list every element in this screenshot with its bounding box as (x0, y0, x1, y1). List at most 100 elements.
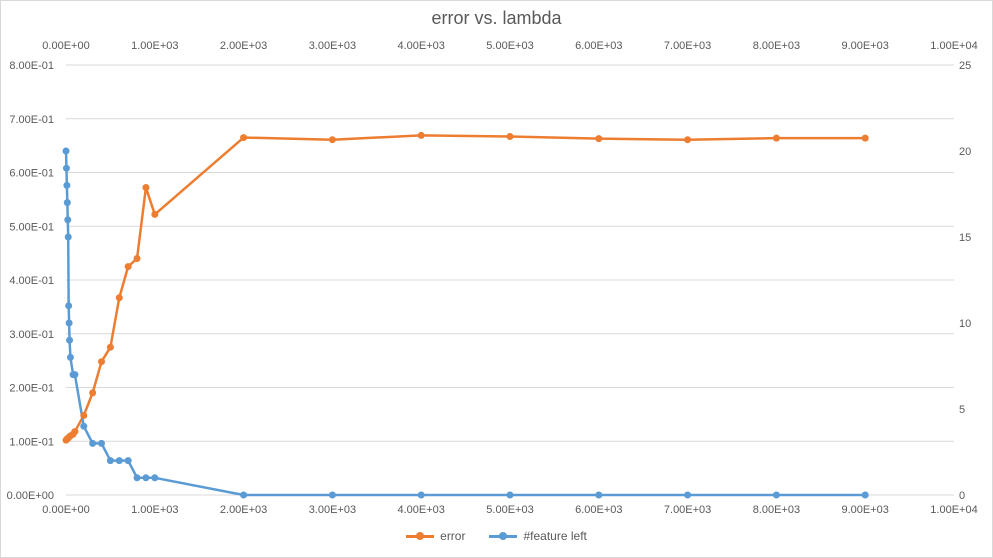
right-tick-label: 15 (959, 232, 971, 244)
top-tick-label: 6.00E+03 (575, 40, 622, 52)
legend-swatch-feature-left (489, 531, 518, 541)
data-point-error (240, 134, 248, 142)
legend: error #feature left (0, 529, 993, 543)
left-tick-label: 4.00E-01 (9, 275, 54, 287)
data-point-feature-left (151, 474, 159, 482)
data-point-feature-left (595, 491, 603, 499)
data-point-feature-left (142, 474, 150, 482)
data-point-feature-left (64, 216, 72, 224)
data-point-error (772, 134, 780, 142)
data-point-feature-left (63, 199, 71, 207)
top-tick-label: 3.00E+03 (309, 40, 356, 52)
bottom-tick-label: 1.00E+03 (131, 504, 178, 516)
data-point-feature-left (124, 457, 132, 465)
data-point-error (89, 389, 97, 397)
left-tick-label: 7.00E-01 (9, 114, 54, 126)
bottom-tick-label: 2.00E+03 (220, 504, 267, 516)
data-point-feature-left (89, 439, 97, 447)
data-point-feature-left (65, 302, 73, 310)
data-point-feature-left (115, 457, 123, 465)
series-line-feature-left (64, 150, 866, 497)
data-point-error (595, 135, 603, 143)
data-point-feature-left (65, 319, 73, 327)
data-point-error (506, 132, 514, 140)
data-point-feature-left (66, 353, 74, 361)
bottom-tick-label: 4.00E+03 (397, 504, 444, 516)
data-point-feature-left (328, 491, 336, 499)
data-point-feature-left (63, 181, 71, 189)
data-point-feature-left (71, 371, 79, 379)
top-tick-label: 9.00E+03 (841, 40, 888, 52)
top-tick-label: 1.00E+03 (131, 40, 178, 52)
top-tick-label: 2.00E+03 (220, 40, 267, 52)
legend-entry-error: error (406, 529, 465, 543)
data-point-feature-left (240, 491, 248, 499)
data-point-error (71, 428, 79, 436)
legend-entry-feature-left: #feature left (489, 529, 587, 543)
series-line-error (65, 134, 866, 441)
top-tick-label: 8.00E+03 (753, 40, 800, 52)
right-tick-label: 25 (959, 60, 971, 72)
data-point-feature-left (80, 422, 88, 430)
right-tick-label: 10 (959, 318, 971, 330)
bottom-axis-tick-labels: 0.00E+00 1.00E+03 2.00E+03 3.00E+03 4.00E+03… (42, 504, 977, 516)
legend-label-error: error (440, 529, 466, 543)
data-point-error (80, 411, 88, 419)
data-point-feature-left (62, 164, 70, 172)
top-tick-label: 1.00E+04 (930, 40, 977, 52)
data-point-error (106, 343, 114, 351)
bottom-tick-label: 8.00E+03 (753, 504, 800, 516)
bottom-tick-label: 5.00E+03 (486, 504, 533, 516)
left-tick-label: 1.00E-01 (9, 436, 54, 448)
data-point-feature-left (684, 491, 692, 499)
right-axis-tick-labels: 0 5 10 15 20 25 (959, 60, 971, 502)
series-points (62, 131, 869, 499)
top-tick-label: 7.00E+03 (664, 40, 711, 52)
top-tick-label: 5.00E+03 (486, 40, 533, 52)
bottom-tick-label: 0.00E+00 (42, 504, 89, 516)
left-tick-label: 3.00E-01 (9, 329, 54, 341)
left-tick-label: 0.00E+00 (7, 490, 54, 502)
data-point-feature-left (106, 457, 114, 465)
right-tick-label: 5 (959, 404, 965, 416)
data-point-feature-left (506, 491, 514, 499)
data-point-error (151, 210, 159, 218)
bottom-tick-label: 9.00E+03 (841, 504, 888, 516)
legend-label-feature-left: #feature left (523, 529, 587, 543)
left-axis-tick-labels: 0.00E+00 1.00E-01 2.00E-01 3.00E-01 4.00E-01… (7, 60, 54, 502)
data-point-error (115, 294, 123, 302)
left-tick-label: 8.00E-01 (9, 60, 54, 72)
data-point-error (133, 255, 141, 262)
gridlines (66, 64, 954, 496)
data-point-error (328, 136, 336, 144)
data-point-error (98, 358, 106, 366)
left-tick-label: 2.00E-01 (9, 383, 54, 395)
data-point-error (124, 263, 132, 271)
bottom-tick-label: 1.00E+04 (930, 504, 977, 516)
top-axis-tick-labels: 0.00E+00 1.00E+03 2.00E+03 3.00E+03 4.00E+03… (42, 40, 977, 52)
data-point-feature-left (861, 491, 869, 499)
bottom-tick-label: 7.00E+03 (664, 504, 711, 516)
data-point-feature-left (772, 491, 780, 499)
chart-title: error vs. lambda (431, 8, 562, 28)
data-point-feature-left (66, 336, 74, 344)
data-point-feature-left (98, 439, 106, 447)
left-tick-label: 5.00E-01 (9, 221, 54, 233)
data-point-feature-left (133, 474, 141, 482)
bottom-tick-label: 3.00E+03 (309, 504, 356, 516)
data-point-error (417, 131, 425, 139)
right-tick-label: 0 (959, 490, 965, 502)
data-point-error (861, 134, 869, 142)
top-tick-label: 0.00E+00 (42, 40, 89, 52)
legend-swatch-error (406, 531, 435, 541)
data-point-feature-left (64, 233, 72, 241)
left-tick-label: 6.00E-01 (9, 168, 54, 180)
data-point-error (684, 136, 692, 144)
data-point-feature-left (417, 491, 425, 499)
bottom-tick-label: 6.00E+03 (575, 504, 622, 516)
data-point-error (142, 184, 150, 192)
data-point-feature-left (62, 147, 70, 155)
top-tick-label: 4.00E+03 (397, 40, 444, 52)
